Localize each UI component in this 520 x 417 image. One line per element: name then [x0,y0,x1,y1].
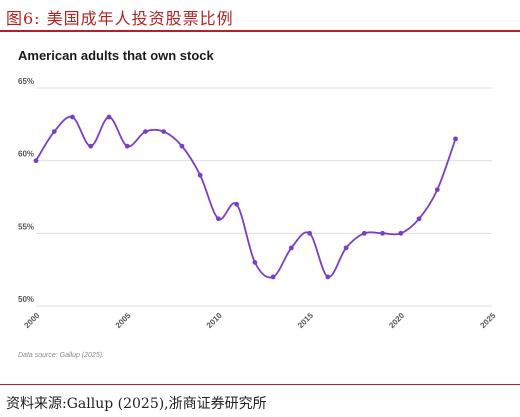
y-tick-label: 50% [18,295,34,304]
data-point [161,129,167,134]
data-point [179,143,185,149]
figure-header: 图6: 美国成年人投资股票比例 [0,0,520,28]
data-point [361,230,367,236]
y-tick-label: 60% [18,150,34,159]
data-point [106,114,112,120]
data-source-note: Data source: Gallup (2025). [18,352,104,359]
line-chart: 65% 60% 55% 50% 2000 2005 2010 2015 2020 2025 [18,77,498,330]
data-point [252,260,258,265]
chart-title: American adults that own stock [18,48,214,63]
data-point [453,136,458,142]
series-line [35,115,457,279]
figure-label: 图6: 美国成年人投资股票比例 [6,9,234,28]
data-point [434,187,440,193]
data-point [325,274,331,280]
x-tick-label: 2000 [22,311,41,330]
data-point [197,172,203,178]
x-tick-label: 2010 [205,311,224,330]
data-point [124,143,130,149]
header-divider [0,30,520,32]
data-point [234,201,240,207]
x-tick-label: 2020 [387,311,406,330]
x-tick-label: 2005 [114,311,133,330]
data-point [416,216,422,222]
data-point [70,114,75,120]
data-point [143,129,148,134]
x-tick-label: 2025 [478,311,497,330]
data-point [380,230,385,236]
data-point [343,245,349,251]
footer-divider [0,384,520,385]
source-note: 资料来源:Gallup (2025),浙商证券研究所 [6,396,267,412]
data-point [270,274,276,280]
y-tick-label: 65% [18,77,34,86]
x-tick-label: 2015 [296,311,315,330]
data-point [216,216,221,222]
data-point [288,245,294,251]
data-point [88,143,94,149]
data-point [51,129,57,134]
data-point [307,230,312,236]
data-point [398,230,404,236]
y-tick-label: 55% [18,222,34,231]
data-point [33,158,39,164]
